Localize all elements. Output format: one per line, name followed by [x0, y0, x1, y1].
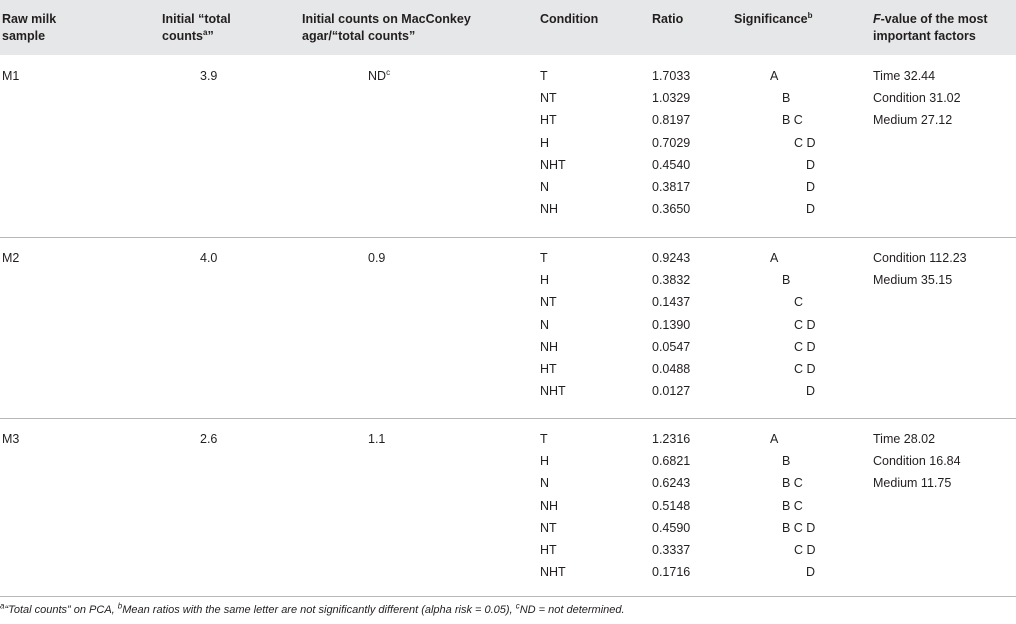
ratio-cell: 0.4540	[652, 157, 691, 172]
significance-cell: A	[770, 432, 779, 446]
factor-cell: Condition 16.84	[873, 454, 961, 469]
macconkey-value: 0.9	[368, 251, 386, 265]
factor-cell: Time 28.02	[873, 432, 936, 446]
significance-cell: D	[806, 157, 816, 172]
initial-total-value: 3.9	[200, 69, 218, 83]
header-sample: Raw milk sample	[2, 12, 57, 43]
ratio-cell: 0.4590	[652, 520, 691, 535]
ratio-cell: 1.0329	[652, 91, 691, 106]
condition-cell: NH	[540, 339, 559, 354]
ratio-cell: 0.7029	[652, 135, 691, 150]
significance-cell: A	[770, 251, 779, 265]
factor-cell: Time 32.44	[873, 69, 936, 83]
ratio-cell: 1.7033	[652, 69, 691, 83]
ratio-cell: 1.2316	[652, 432, 691, 446]
factor-cell: Condition 112.23	[873, 251, 967, 265]
sample-label: M3	[2, 432, 20, 446]
significance-cell: B C	[782, 476, 803, 491]
condition-cell: NHT	[540, 384, 566, 399]
factor-cell: Medium 11.75	[873, 476, 952, 491]
significance-cell: D	[806, 180, 816, 194]
factor-cell: Medium 35.15	[873, 273, 953, 288]
header-initial-total: Initial “total countsa”	[162, 12, 231, 43]
significance-cell: C D	[794, 317, 816, 332]
significance-cell: B C	[782, 113, 803, 128]
ratio-cell: 0.3650	[652, 202, 691, 217]
condition-cell: H	[540, 135, 550, 150]
significance-cell: C D	[794, 362, 816, 376]
header-condition: Condition	[540, 12, 599, 26]
footnote: a“Total counts” on PCA, bMean ratios wit…	[0, 601, 625, 616]
condition-cell: HT	[540, 543, 557, 557]
significance-cell: B C	[782, 498, 803, 513]
significance-cell: B	[782, 273, 791, 288]
significance-cell: C D	[794, 543, 816, 557]
ratio-cell: 0.0547	[652, 339, 691, 354]
header-significance: Significanceb	[734, 10, 813, 26]
initial-total-value: 4.0	[200, 251, 218, 265]
ratio-cell: 0.3817	[652, 180, 691, 194]
ratio-cell: 0.9243	[652, 251, 691, 265]
condition-cell: N	[540, 180, 550, 194]
significance-cell: D	[806, 384, 816, 399]
condition-cell: NT	[540, 295, 557, 310]
ratio-cell: 0.5148	[652, 498, 691, 513]
condition-cell: H	[540, 273, 550, 288]
ratio-cell: 0.6243	[652, 476, 691, 491]
ratio-cell: 0.6821	[652, 454, 691, 469]
row-divider	[0, 418, 1016, 419]
condition-cell: N	[540, 317, 550, 332]
ratio-cell: 0.1437	[652, 295, 691, 310]
row-divider	[0, 596, 1016, 597]
header-fvalue: F-value of the most important factors	[873, 12, 988, 43]
significance-cell: D	[806, 565, 816, 580]
ratio-cell: 0.0127	[652, 384, 691, 399]
macconkey-value: 1.1	[368, 432, 386, 446]
significance-cell: C	[794, 295, 804, 310]
significance-cell: D	[806, 202, 816, 217]
ratio-cell: 0.0488	[652, 362, 691, 376]
condition-cell: NHT	[540, 157, 566, 172]
macconkey-value: NDc	[368, 67, 391, 83]
ratio-cell: 0.8197	[652, 113, 691, 128]
significance-cell: B C D	[782, 520, 816, 535]
significance-cell: B	[782, 91, 791, 106]
table-header: Raw milk sample Initial “total countsa” …	[0, 0, 1016, 55]
ratio-cell: 0.3337	[652, 543, 691, 557]
ratio-cell: 0.3832	[652, 273, 691, 288]
factor-cell: Condition 31.02	[873, 91, 961, 106]
ratio-cell: 0.1716	[652, 565, 691, 580]
condition-cell: H	[540, 454, 550, 469]
condition-cell: NT	[540, 520, 557, 535]
row-divider	[0, 237, 1016, 238]
condition-cell: HT	[540, 113, 557, 128]
condition-cell: NT	[540, 91, 557, 106]
significance-cell: A	[770, 69, 779, 83]
ratio-cell: 0.1390	[652, 317, 691, 332]
condition-cell: T	[540, 251, 548, 265]
header-macconkey: Initial counts on MacConkey agar/“total …	[302, 12, 471, 43]
header-ratio: Ratio	[652, 12, 684, 26]
sample-label: M1	[2, 69, 20, 83]
sample-label: M2	[2, 251, 20, 265]
condition-cell: NHT	[540, 565, 566, 580]
factor-cell: Medium 27.12	[873, 113, 953, 128]
condition-cell: HT	[540, 362, 557, 376]
condition-cell: T	[540, 69, 548, 83]
significance-cell: C D	[794, 339, 816, 354]
condition-cell: N	[540, 476, 550, 491]
significance-cell: B	[782, 454, 791, 469]
condition-cell: T	[540, 432, 548, 446]
condition-cell: NH	[540, 498, 559, 513]
condition-cell: NH	[540, 202, 559, 217]
significance-cell: C D	[794, 135, 816, 150]
initial-total-value: 2.6	[200, 432, 218, 446]
